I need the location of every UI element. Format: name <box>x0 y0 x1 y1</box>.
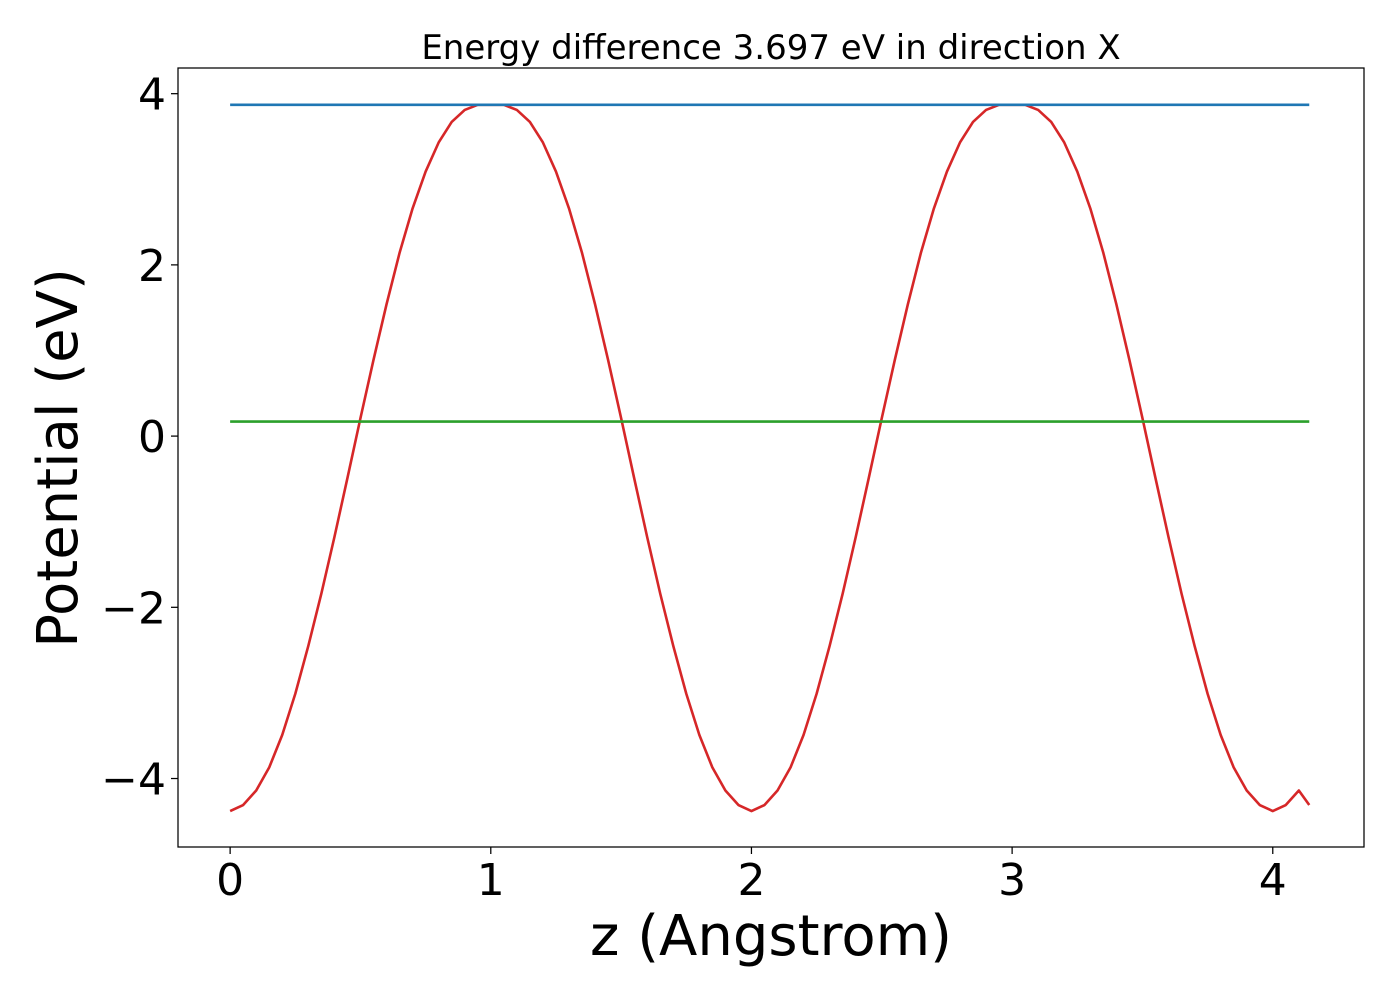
plot-frame <box>177 67 1365 848</box>
y-tick-label: 2 <box>138 241 166 292</box>
plot-series <box>229 103 1311 813</box>
x-axis-ticks: 0 1 2 3 4 <box>216 847 1287 906</box>
y-axis-label: Potential (eV) <box>26 268 91 648</box>
y-tick-label: 4 <box>138 70 166 121</box>
y-tick-label: −2 <box>101 583 166 634</box>
x-tick-label: 3 <box>998 855 1026 906</box>
x-tick-label: 1 <box>477 855 505 906</box>
y-axis-ticks: −4 −2 0 2 4 <box>101 70 178 806</box>
x-tick-label: 0 <box>216 855 244 906</box>
chart-title: Energy difference 3.697 eV in direction … <box>421 28 1120 68</box>
y-tick-label: 0 <box>138 412 166 463</box>
x-axis-label: z (Angstrom) <box>590 904 952 969</box>
series-line-1 <box>229 103 1311 813</box>
x-tick-label: 4 <box>1259 855 1287 906</box>
x-tick-label: 2 <box>737 855 765 906</box>
y-tick-label: −4 <box>101 755 166 806</box>
